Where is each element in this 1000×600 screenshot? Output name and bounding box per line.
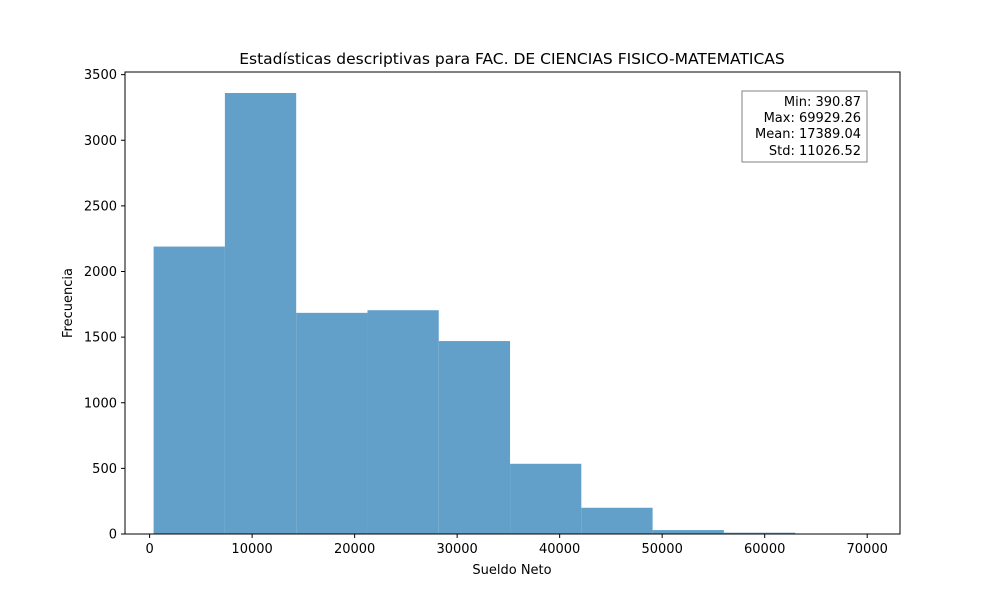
y-tick-label: 2500	[84, 199, 117, 214]
stats-std: Std: 11026.52	[769, 144, 861, 159]
y-tick-label: 3500	[84, 68, 117, 83]
x-tick-label: 0	[145, 542, 153, 557]
x-tick-label: 30000	[436, 542, 477, 557]
x-axis-ticks: 0 10000 20000 30000 40000 50000 60000 70000	[145, 534, 888, 557]
x-tick-label: 70000	[847, 542, 888, 557]
histogram-bars	[153, 93, 867, 534]
chart-title: Estadísticas descriptivas para FAC. DE C…	[239, 50, 785, 68]
y-tick-label: 3000	[84, 134, 117, 149]
x-tick-label: 10000	[231, 542, 272, 557]
y-tick-label: 2000	[84, 265, 117, 280]
histogram-bar	[510, 463, 582, 534]
histogram-bar	[438, 341, 511, 534]
stats-box: Min: 390.87 Max: 69929.26 Mean: 17389.04…	[741, 90, 868, 163]
x-tick-label: 20000	[334, 542, 375, 557]
histogram-bar	[224, 93, 297, 534]
x-tick-label: 50000	[641, 542, 682, 557]
y-tick-label: 0	[109, 528, 117, 543]
y-tick-label: 1500	[84, 331, 117, 346]
x-tick-label: 60000	[744, 542, 785, 557]
histogram-bar	[367, 310, 439, 534]
y-axis-ticks: 0 500 1000 1500 2000 2500 3000 3500	[84, 68, 125, 543]
histogram-bar	[153, 246, 225, 534]
x-axis-label: Sueldo Neto	[472, 563, 551, 578]
histogram-bar	[723, 532, 796, 534]
stats-max: Max: 69929.26	[764, 111, 861, 126]
histogram-bar	[652, 530, 724, 534]
stats-min: Min: 390.87	[784, 95, 861, 110]
histogram-bar	[296, 312, 368, 534]
plot-frame	[124, 71, 901, 535]
y-tick-label: 1000	[84, 396, 117, 411]
stats-box-frame	[741, 90, 868, 163]
y-tick-label: 500	[92, 462, 117, 477]
x-tick-label: 40000	[539, 542, 580, 557]
histogram-bar	[581, 507, 653, 534]
stats-mean: Mean: 17389.04	[755, 127, 861, 142]
y-axis-label: Frecuencia	[61, 268, 76, 338]
